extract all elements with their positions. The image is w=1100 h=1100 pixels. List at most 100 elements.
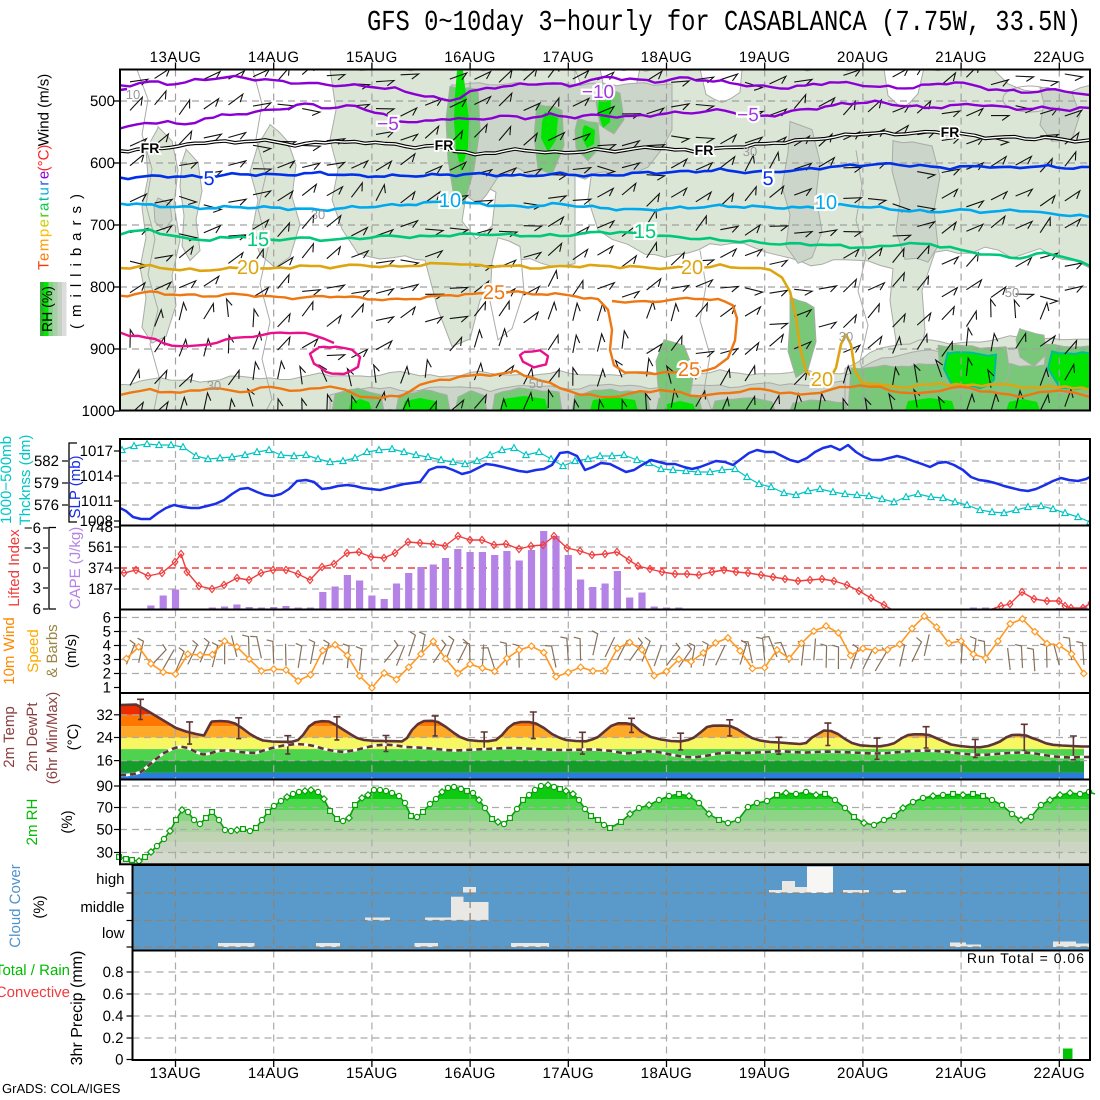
svg-text:0.4: 0.4	[103, 1008, 124, 1025]
svg-text:2m DewPt: 2m DewPt	[24, 702, 41, 772]
svg-text:500: 500	[90, 93, 115, 110]
svg-text:−5: −5	[377, 114, 399, 135]
svg-text:FR: FR	[141, 140, 160, 156]
svg-text:1017: 1017	[80, 443, 113, 460]
svg-text:3: 3	[33, 580, 41, 597]
svg-text:30: 30	[96, 845, 113, 862]
svg-text:(m/s): (m/s)	[63, 634, 80, 668]
svg-text:5: 5	[203, 168, 214, 190]
svg-text:−10: −10	[582, 82, 614, 103]
svg-text:748: 748	[88, 519, 113, 536]
svg-text:10m Wind: 10m Wind	[1, 617, 18, 685]
svg-text:16: 16	[96, 753, 113, 770]
svg-text:RH (%): RH (%)	[39, 286, 55, 332]
svg-text:20: 20	[811, 369, 833, 391]
svg-text:13AUG: 13AUG	[150, 1065, 202, 1082]
svg-text:5: 5	[103, 624, 111, 641]
svg-text:25: 25	[483, 282, 505, 304]
svg-text:900: 900	[90, 341, 115, 358]
svg-text:14AUG: 14AUG	[248, 49, 300, 66]
svg-text:800: 800	[90, 279, 115, 296]
svg-text:(6hr Min/Max): (6hr Min/Max)	[44, 692, 61, 785]
svg-text:22AUG: 22AUG	[1033, 49, 1085, 66]
svg-text:10: 10	[126, 87, 140, 102]
svg-text:−5: −5	[737, 105, 759, 126]
svg-text:Lifted Index: Lifted Index	[6, 529, 23, 607]
svg-text:2: 2	[103, 666, 111, 683]
svg-text:15: 15	[634, 221, 656, 243]
svg-text:576: 576	[34, 497, 59, 514]
svg-text:−3: −3	[24, 540, 41, 557]
svg-text:low: low	[102, 925, 125, 942]
svg-text:16AUG: 16AUG	[444, 1065, 496, 1082]
svg-text:18AUG: 18AUG	[641, 1065, 693, 1082]
svg-text:−6: −6	[24, 520, 41, 537]
svg-text:Cloud Cover: Cloud Cover	[7, 864, 24, 947]
svg-text:(millibars): (millibars)	[68, 187, 85, 329]
svg-text:20: 20	[811, 369, 833, 391]
svg-text:30: 30	[207, 378, 221, 393]
svg-text:SLP (mb): SLP (mb)	[67, 455, 84, 518]
svg-text:15AUG: 15AUG	[346, 49, 398, 66]
svg-text:25: 25	[678, 359, 700, 381]
svg-text:32: 32	[96, 707, 113, 724]
svg-text:50: 50	[1005, 285, 1019, 300]
svg-text:20AUG: 20AUG	[837, 1065, 889, 1082]
svg-text:18AUG: 18AUG	[641, 49, 693, 66]
svg-text:0.6: 0.6	[103, 986, 124, 1003]
svg-text:15AUG: 15AUG	[346, 1065, 398, 1082]
svg-text:30: 30	[839, 329, 853, 344]
svg-text:700: 700	[90, 217, 115, 234]
svg-text:20: 20	[237, 257, 259, 279]
svg-text:(%): (%)	[31, 895, 48, 918]
svg-text:1008: 1008	[80, 513, 113, 530]
svg-text:20: 20	[681, 257, 703, 279]
svg-text:(°C): (°C)	[36, 145, 53, 172]
svg-text:Wind (m/s): Wind (m/s)	[36, 74, 53, 147]
svg-text:2m RH: 2m RH	[24, 799, 41, 846]
svg-text:30: 30	[743, 144, 757, 159]
svg-text:Speed: Speed	[25, 629, 42, 672]
svg-text:middle: middle	[80, 899, 124, 916]
svg-text:187: 187	[88, 581, 113, 598]
svg-text:10: 10	[815, 192, 837, 214]
svg-text:4: 4	[103, 638, 111, 655]
svg-text:3hr Precip (mm): 3hr Precip (mm)	[69, 951, 86, 1066]
svg-text:Total / Rain: Total / Rain	[0, 962, 70, 979]
svg-text:5: 5	[762, 168, 773, 190]
svg-text:& Barbs: & Barbs	[44, 624, 61, 677]
svg-text:6: 6	[33, 601, 41, 618]
svg-text:21AUG: 21AUG	[935, 49, 987, 66]
svg-text:1011: 1011	[81, 493, 113, 510]
svg-text:0: 0	[33, 560, 41, 577]
svg-text:22AUG: 22AUG	[1033, 1065, 1085, 1082]
svg-text:579: 579	[34, 475, 59, 492]
svg-text:25: 25	[483, 282, 505, 304]
svg-text:21AUG: 21AUG	[935, 1065, 987, 1082]
svg-text:Thcknss (dm): Thcknss (dm)	[17, 435, 34, 526]
svg-text:17AUG: 17AUG	[542, 1065, 594, 1082]
svg-text:90: 90	[96, 778, 113, 795]
svg-text:0: 0	[115, 1052, 123, 1069]
svg-text:Run Total = 0.06: Run Total = 0.06	[967, 950, 1085, 966]
svg-text:17AUG: 17AUG	[542, 49, 594, 66]
svg-text:1000: 1000	[82, 403, 115, 420]
svg-text:5: 5	[203, 168, 214, 190]
svg-text:14AUG: 14AUG	[248, 1065, 300, 1082]
svg-text:CAPE (J/kg): CAPE (J/kg)	[67, 527, 84, 610]
svg-text:(%): (%)	[59, 810, 76, 833]
svg-text:FR: FR	[941, 124, 960, 140]
svg-text:1: 1	[103, 680, 111, 697]
svg-text:582: 582	[34, 453, 59, 470]
svg-text:50: 50	[529, 376, 543, 391]
svg-text:Temperature: Temperature	[36, 169, 53, 270]
svg-text:10: 10	[439, 190, 461, 212]
svg-text:16AUG: 16AUG	[444, 49, 496, 66]
svg-text:15: 15	[247, 229, 269, 251]
svg-text:GrADS: COLA/IGES: GrADS: COLA/IGES	[2, 1081, 121, 1096]
svg-text:13AUG: 13AUG	[150, 49, 202, 66]
svg-text:0.8: 0.8	[103, 964, 124, 981]
svg-text:10: 10	[439, 190, 461, 212]
svg-text:15: 15	[634, 221, 656, 243]
svg-text:high: high	[96, 871, 124, 888]
